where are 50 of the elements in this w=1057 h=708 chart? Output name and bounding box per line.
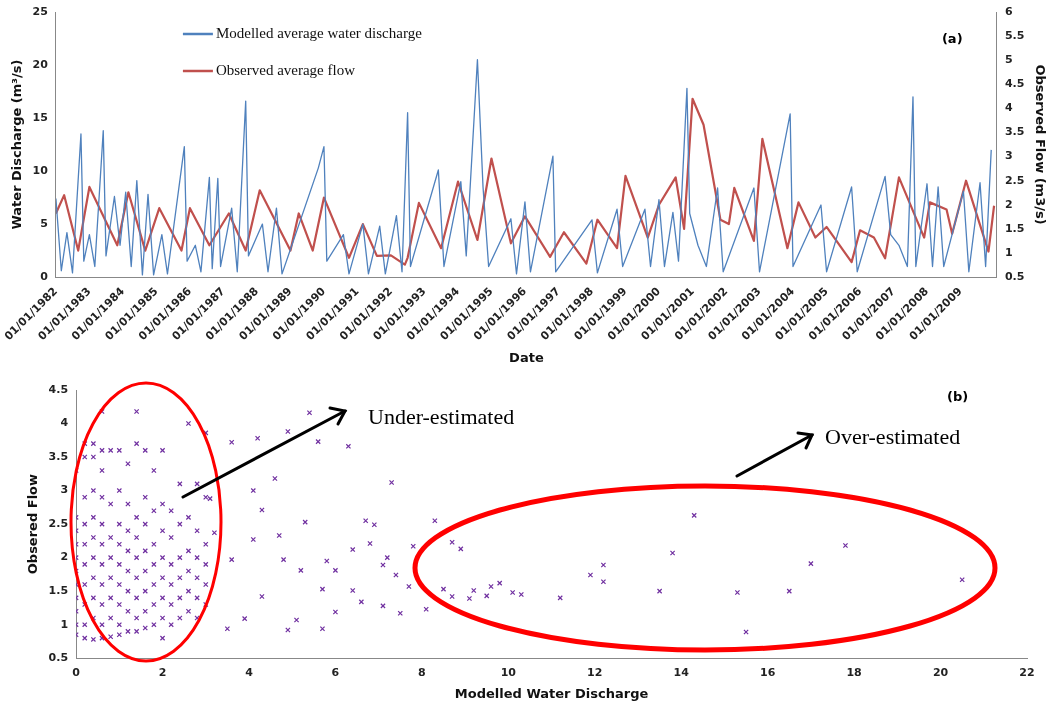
y2-tick-label: 6 xyxy=(1004,4,1013,18)
x-tick-label: 2 xyxy=(158,665,167,679)
x-tick-label: 12 xyxy=(587,665,603,679)
x-tick-label: 22 xyxy=(1019,665,1035,679)
y-tick-label: 2.5 xyxy=(48,516,69,530)
x-tick-label: 10 xyxy=(500,665,517,679)
y-axis-title: Obsered Flow xyxy=(25,473,41,575)
x-tick-label: 20 xyxy=(932,665,949,679)
y2-tick-label: 2 xyxy=(1004,197,1013,211)
y-tick-label: 10 xyxy=(32,163,49,177)
y-tick-label: 25 xyxy=(32,4,48,18)
annotation: (b) xyxy=(947,389,969,405)
y-tick-label: 4.5 xyxy=(48,382,69,396)
x-tick-label: 16 xyxy=(760,665,776,679)
y2-tick-label: 5 xyxy=(1004,53,1013,67)
legend-label: Modelled average water discharge xyxy=(215,24,423,41)
y2-tick-label: 0.5 xyxy=(1004,269,1025,283)
annotation: (a) xyxy=(941,31,963,47)
y2-tick-label: 4 xyxy=(1004,101,1013,115)
x-axis-title: Modelled Water Discharge xyxy=(454,685,649,701)
y-tick-label: 1.5 xyxy=(48,584,69,598)
y2-tick-label: 4.5 xyxy=(1004,77,1025,91)
x-tick-label: 6 xyxy=(331,665,340,679)
y-tick-label: 1 xyxy=(60,617,69,631)
y-tick-label: 0 xyxy=(40,269,49,283)
y-tick-label: 4 xyxy=(60,416,69,430)
y-tick-label: 15 xyxy=(32,110,48,124)
x-axis-title: Date xyxy=(509,349,544,365)
y2-tick-label: 2.5 xyxy=(1004,173,1025,187)
x-tick-label: 0 xyxy=(72,665,81,679)
y-tick-label: 3.5 xyxy=(48,449,69,463)
y-tick-label: 5 xyxy=(40,216,48,230)
y2-tick-label: 3 xyxy=(1004,149,1013,163)
y2-tick-label: 1.5 xyxy=(1004,221,1025,235)
annotation: Over-estimated xyxy=(825,423,961,449)
y2-tick-label: 1 xyxy=(1004,245,1013,259)
legend-label: Observed average flow xyxy=(215,61,356,78)
x-tick-label: 4 xyxy=(245,665,254,679)
y-axis-title: Water Discharge (m³/s) xyxy=(9,59,25,230)
x-tick-label: 14 xyxy=(673,665,690,679)
y-tick-label: 3 xyxy=(60,483,69,497)
annotation: Under-estimated xyxy=(368,403,515,429)
y-tick-label: 2 xyxy=(60,550,69,564)
y-tick-label: 0.5 xyxy=(48,651,69,665)
x-tick-label: 18 xyxy=(846,665,862,679)
y2-tick-label: 3.5 xyxy=(1004,125,1025,139)
y2-tick-label: 5.5 xyxy=(1004,28,1025,42)
y-tick-label: 20 xyxy=(32,57,49,71)
x-tick-label: 8 xyxy=(418,665,426,679)
y2-axis-title: Observed Flow (m3/s) xyxy=(1032,64,1048,225)
